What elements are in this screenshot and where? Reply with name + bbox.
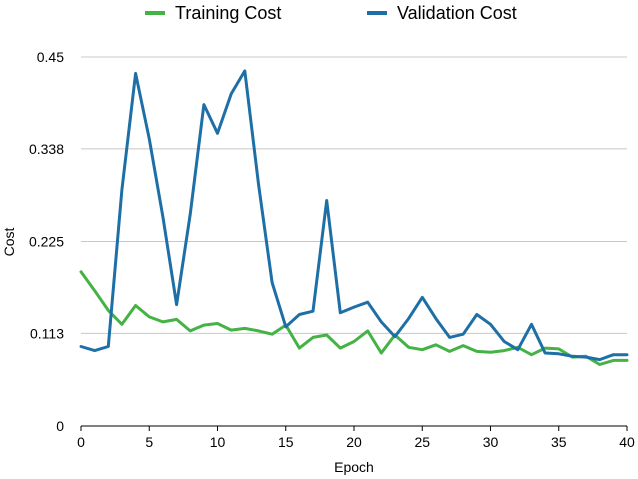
x-tick-label: 35 xyxy=(551,434,567,450)
y-tick-label: 0 xyxy=(56,418,64,434)
series-line-validation-cost xyxy=(79,69,629,362)
x-tick-label: 5 xyxy=(145,434,153,450)
legend-label-training: Training Cost xyxy=(175,2,282,23)
y-tick-label: 0.113 xyxy=(30,325,64,341)
x-tick-label: 30 xyxy=(483,434,499,450)
y-axis-title: Cost xyxy=(1,228,17,257)
x-tick-label: 15 xyxy=(278,434,294,450)
tick-labels: 0 0.113 0.225 0.338 0.45 0 5 10 15 20 25 30 35 40 xyxy=(29,49,635,450)
y-tick-label: 0.338 xyxy=(29,141,64,157)
x-tick-label: 25 xyxy=(414,434,430,450)
legend-label-validation: Validation Cost xyxy=(397,2,517,23)
legend-swatch-training xyxy=(145,11,165,15)
x-tick-label: 10 xyxy=(210,434,226,450)
legend-item-validation: Validation Cost xyxy=(367,0,517,26)
grid-lines xyxy=(81,56,627,334)
legend-item-training: Training Cost xyxy=(145,0,281,26)
axes xyxy=(80,425,628,431)
x-axis-title: Epoch xyxy=(334,459,374,475)
y-tick-label: 0.225 xyxy=(29,234,64,250)
x-tick-label: 20 xyxy=(346,434,362,450)
x-tick-label: 40 xyxy=(619,434,635,450)
y-tick-label: 0.45 xyxy=(37,49,64,65)
series-line-training-cost xyxy=(79,270,629,366)
x-tick-label: 0 xyxy=(77,434,85,450)
series-lines xyxy=(79,69,629,366)
legend-swatch-validation xyxy=(367,11,387,15)
chart-legend: Training Cost Validation Cost xyxy=(0,0,638,26)
